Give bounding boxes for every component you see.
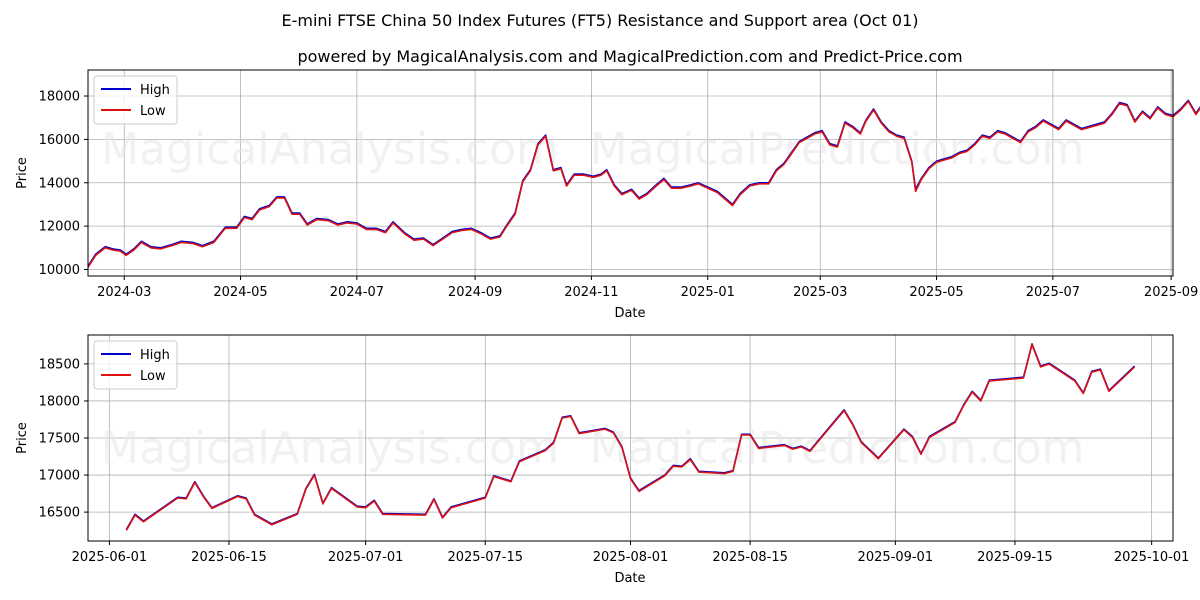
top-y-axis-label: Price (15, 157, 30, 189)
y-tick-label: 16000 (39, 133, 80, 148)
y-tick-label: 14000 (39, 176, 80, 191)
x-tick-label: 2025-08-01 (593, 550, 669, 565)
y-tick-label: 10000 (39, 263, 80, 278)
x-tick-label: 2025-09-01 (858, 550, 934, 565)
x-tick-label: 2025-09 (1144, 285, 1198, 300)
bottom-legend: High Low (93, 340, 178, 390)
watermark-prediction: MagicalPrediction.com (590, 124, 1085, 175)
y-tick-label: 17500 (39, 432, 80, 447)
x-tick-label: 2024-09 (448, 285, 502, 300)
top-panel: MagicalAnalysis.com MagicalPrediction.co… (15, 69, 1200, 321)
x-tick-label: 2024-03 (97, 285, 151, 300)
y-tick-label: 12000 (39, 220, 80, 235)
x-tick-label: 2025-06-01 (72, 550, 148, 565)
chart-title: E-mini FTSE China 50 Index Futures (FT5)… (281, 11, 918, 30)
x-tick-label: 2024-07 (330, 285, 384, 300)
x-tick-label: 2024-05 (213, 285, 267, 300)
top-legend-low-label: Low (140, 104, 166, 119)
bottom-panel: MagicalAnalysis.com MagicalPrediction.co… (15, 334, 1190, 586)
top-panel-x-ticks: 2024-03 2024-05 2024-07 2024-09 2024-11 2025-… (97, 276, 1198, 300)
x-tick-label: 2025-07-01 (328, 550, 404, 565)
x-tick-label: 2024-11 (564, 285, 618, 300)
y-tick-label: 18000 (39, 90, 80, 105)
watermark-analysis-bottom: MagicalAnalysis.com (101, 423, 559, 474)
x-tick-label: 2025-06-15 (191, 550, 267, 565)
top-legend-high-label: High (140, 83, 170, 98)
top-panel-grid (88, 70, 1173, 276)
x-tick-label: 2025-07 (1026, 285, 1080, 300)
watermark-analysis: MagicalAnalysis.com (101, 124, 559, 175)
series-line-low (87, 100, 1200, 268)
x-tick-label: 2025-10-01 (1114, 550, 1190, 565)
x-tick-label: 2025-08-15 (712, 550, 788, 565)
bottom-panel-series (125, 343, 1136, 531)
top-legend: High Low (93, 75, 178, 125)
y-tick-label: 18000 (39, 394, 80, 409)
bottom-x-axis-label: Date (614, 571, 645, 586)
bottom-legend-high-label: High (140, 348, 170, 363)
bottom-legend-low-label: Low (140, 369, 166, 384)
bottom-panel-y-ticks: 16500 17000 17500 18000 18500 (39, 357, 88, 521)
top-panel-frame (87, 69, 1174, 277)
y-tick-label: 17000 (39, 469, 80, 484)
bottom-y-axis-label: Price (15, 422, 30, 454)
x-tick-label: 2025-05 (909, 285, 963, 300)
series-line-high (87, 99, 1200, 267)
x-tick-label: 2025-09-15 (977, 550, 1053, 565)
y-tick-label: 18500 (39, 357, 80, 372)
watermark-prediction-bottom: MagicalPrediction.com (590, 423, 1085, 474)
top-panel-series (87, 99, 1200, 268)
x-tick-label: 2025-03 (793, 285, 847, 300)
x-tick-label: 2025-07-15 (447, 550, 523, 565)
bottom-panel-x-ticks: 2025-06-01 2025-06-15 2025-07-01 2025-07-15… (72, 541, 1190, 565)
chart-subtitle: powered by MagicalAnalysis.com and Magic… (297, 47, 962, 66)
top-panel-y-ticks: 10000 12000 14000 16000 18000 (39, 90, 88, 278)
series-line-low (125, 343, 1136, 531)
x-tick-label: 2025-01 (681, 285, 735, 300)
y-tick-label: 16500 (39, 506, 80, 521)
top-x-axis-label: Date (614, 306, 645, 321)
